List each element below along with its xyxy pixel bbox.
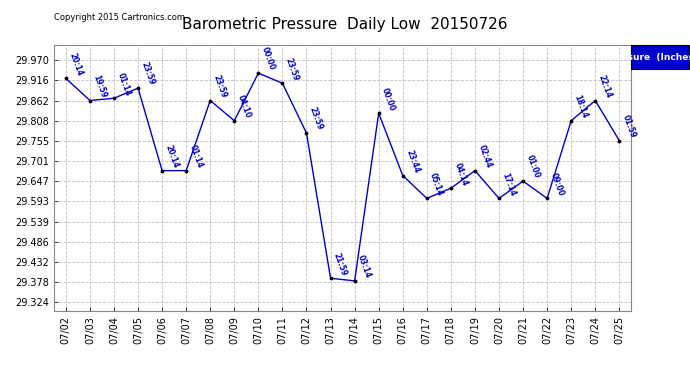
Text: Copyright 2015 Cartronics.com: Copyright 2015 Cartronics.com <box>54 13 185 22</box>
Text: Barometric Pressure  Daily Low  20150726: Barometric Pressure Daily Low 20150726 <box>182 17 508 32</box>
Text: 01:14: 01:14 <box>188 144 204 169</box>
Text: 19:59: 19:59 <box>91 74 108 99</box>
Text: 04:14: 04:14 <box>452 161 469 187</box>
Text: 20:14: 20:14 <box>164 144 180 169</box>
Text: 23:59: 23:59 <box>139 61 156 87</box>
Text: 18:14: 18:14 <box>573 93 589 119</box>
Text: 21:59: 21:59 <box>332 251 348 277</box>
Text: 20:14: 20:14 <box>67 51 84 77</box>
Text: 23:59: 23:59 <box>212 74 228 99</box>
Text: 00:00: 00:00 <box>380 86 397 112</box>
Text: Pressure  (Inches/Hg): Pressure (Inches/Hg) <box>605 53 690 62</box>
Text: 22:14: 22:14 <box>597 74 613 99</box>
Text: 23:59: 23:59 <box>308 106 324 132</box>
Text: 01:00: 01:00 <box>524 154 541 180</box>
Text: 04:10: 04:10 <box>236 94 253 119</box>
Text: 01:14: 01:14 <box>115 71 132 97</box>
Text: 02:44: 02:44 <box>476 144 493 169</box>
Text: 03:14: 03:14 <box>356 254 373 279</box>
Text: 09:00: 09:00 <box>549 171 565 197</box>
Text: 17:14: 17:14 <box>500 171 517 197</box>
Text: 01:59: 01:59 <box>621 114 638 139</box>
Text: 23:59: 23:59 <box>284 56 300 82</box>
Text: 05:14: 05:14 <box>428 171 445 197</box>
Text: 23:44: 23:44 <box>404 148 421 174</box>
Text: 00:00: 00:00 <box>259 46 277 72</box>
